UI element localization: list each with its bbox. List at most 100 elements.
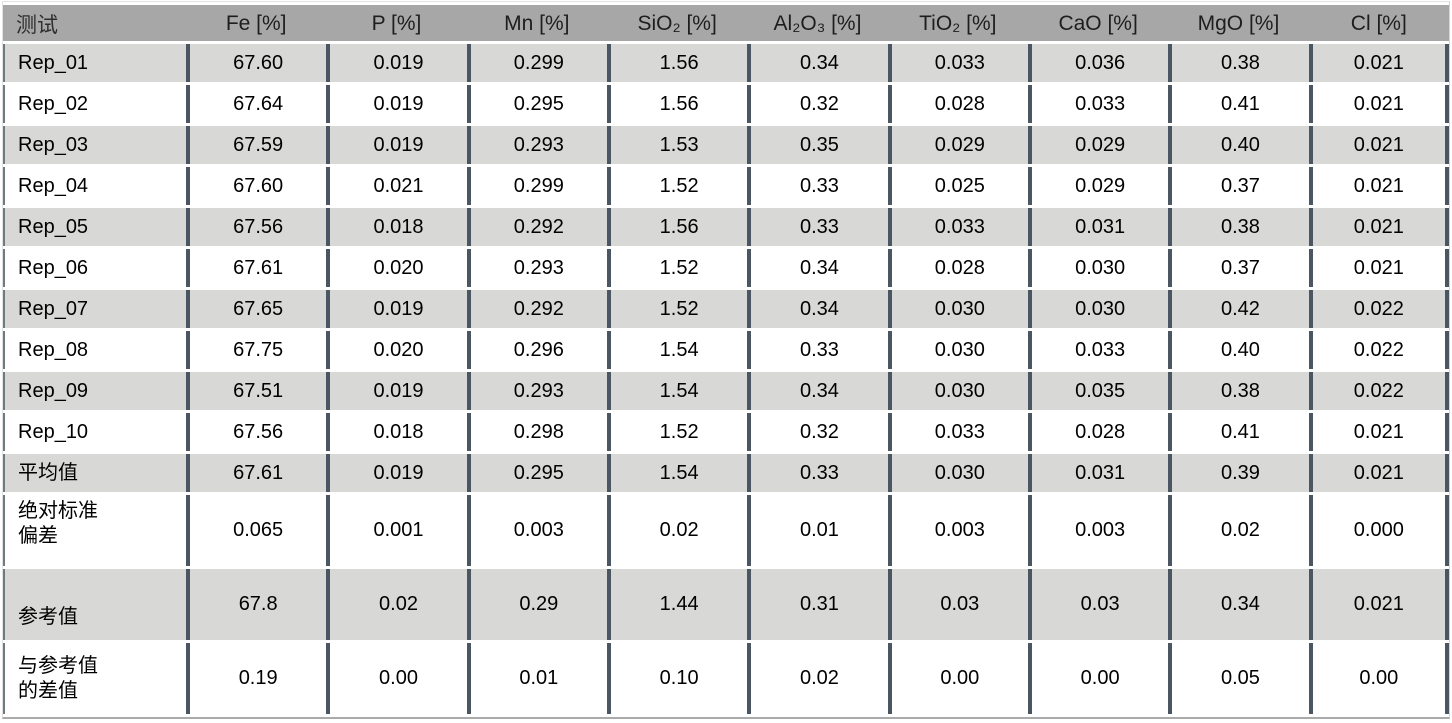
header-col-cl: Cl [%]: [1308, 5, 1449, 41]
value-cell: 0.40: [1168, 331, 1309, 369]
value-cell: 0.02: [606, 495, 748, 566]
header-col-sio2: SiO₂ [%]: [606, 5, 748, 41]
value-cell: 1.52: [606, 167, 748, 205]
value-cell: 0.01: [466, 643, 607, 714]
value-cell: 0.030: [887, 331, 1028, 369]
value-cell: 0.033: [1027, 85, 1169, 123]
value-cell: 0.019: [326, 454, 467, 492]
value-cell: 0.02: [747, 643, 888, 714]
table-row: 平均值 67.61 0.019 0.295 1.54 0.33 0.030 0.031 0.39…: [3, 454, 1449, 492]
value-cell: 0.021: [1308, 85, 1449, 123]
row-label: Rep_06: [3, 249, 186, 287]
value-cell: 0.00: [326, 643, 467, 714]
table-row: Rep_03 67.59 0.019 0.293 1.53 0.35 0.029 0.029 0…: [3, 126, 1449, 164]
header-col-al2o3: Al₂O₃ [%]: [747, 5, 888, 41]
value-cell: 0.018: [326, 413, 467, 451]
value-cell: 0.34: [747, 44, 888, 82]
value-cell: 0.293: [466, 249, 607, 287]
row-label: Rep_01: [3, 44, 186, 82]
table-row: Rep_08 67.75 0.020 0.296 1.54 0.33 0.030 0.033 0…: [3, 331, 1449, 369]
header-test-label: 测试: [3, 5, 186, 41]
value-cell: 0.029: [887, 126, 1028, 164]
value-cell: 0.32: [747, 85, 888, 123]
value-cell: 0.001: [326, 495, 467, 566]
value-cell: 0.028: [887, 249, 1028, 287]
value-cell: 67.60: [186, 44, 327, 82]
value-cell: 0.031: [1027, 454, 1169, 492]
value-cell: 0.292: [466, 208, 607, 246]
header-col-p: P [%]: [326, 5, 467, 41]
header-col-mgo: MgO [%]: [1168, 5, 1309, 41]
value-cell: 0.033: [1027, 331, 1169, 369]
value-cell: 0.035: [1027, 372, 1169, 410]
value-cell: 0.33: [747, 208, 888, 246]
value-cell: 0.030: [1027, 249, 1169, 287]
value-cell: 0.38: [1168, 44, 1309, 82]
value-cell: 0.018: [326, 208, 467, 246]
row-label: Rep_04: [3, 167, 186, 205]
value-cell: 0.42: [1168, 290, 1309, 328]
value-cell: 0.37: [1168, 167, 1309, 205]
value-cell: 0.38: [1168, 208, 1309, 246]
value-cell: 1.56: [606, 44, 748, 82]
value-cell: 0.34: [747, 372, 888, 410]
value-cell: 0.022: [1308, 331, 1449, 369]
value-cell: 0.298: [466, 413, 607, 451]
value-cell: 0.021: [1308, 167, 1449, 205]
value-cell: 0.34: [1168, 569, 1309, 640]
value-cell: 0.030: [887, 454, 1028, 492]
table-row: Rep_01 67.60 0.019 0.299 1.56 0.34 0.033 0.036 0…: [3, 44, 1449, 82]
value-cell: 67.56: [186, 413, 327, 451]
value-cell: 0.35: [747, 126, 888, 164]
value-cell: 67.51: [186, 372, 327, 410]
row-label: 与参考值 的差值: [3, 643, 186, 714]
value-cell: 0.021: [1308, 569, 1449, 640]
value-cell: 0.01: [747, 495, 888, 566]
value-cell: 0.38: [1168, 372, 1309, 410]
value-cell: 0.019: [326, 290, 467, 328]
value-cell: 0.34: [747, 290, 888, 328]
row-label: Rep_10: [3, 413, 186, 451]
value-cell: 0.32: [747, 413, 888, 451]
value-cell: 0.021: [1308, 413, 1449, 451]
value-cell: 0.295: [466, 454, 607, 492]
value-cell: 0.020: [326, 331, 467, 369]
value-cell: 0.00: [1027, 643, 1169, 714]
row-label: 绝对标准 偏差: [3, 495, 186, 566]
value-cell: 0.033: [887, 208, 1028, 246]
value-cell: 0.031: [1027, 208, 1169, 246]
value-cell: 67.75: [186, 331, 327, 369]
value-cell: 0.299: [466, 167, 607, 205]
value-cell: 0.34: [747, 249, 888, 287]
value-cell: 1.54: [606, 331, 748, 369]
header-row: 测试 Fe [%] P [%] Mn [%] SiO₂ [%] Al₂O₃ [%…: [3, 5, 1449, 41]
header-col-fe: Fe [%]: [186, 5, 327, 41]
value-cell: 0.028: [1027, 413, 1169, 451]
table-row: Rep_10 67.56 0.018 0.298 1.52 0.32 0.033 0.028 0…: [3, 413, 1449, 451]
value-cell: 0.39: [1168, 454, 1309, 492]
row-label: Rep_09: [3, 372, 186, 410]
value-cell: 1.54: [606, 454, 748, 492]
value-cell: 67.65: [186, 290, 327, 328]
value-cell: 0.299: [466, 44, 607, 82]
value-cell: 0.33: [747, 454, 888, 492]
value-cell: 1.56: [606, 208, 748, 246]
value-cell: 0.021: [326, 167, 467, 205]
value-cell: 0.41: [1168, 85, 1309, 123]
table-row: Rep_09 67.51 0.019 0.293 1.54 0.34 0.030 0.035 0…: [3, 372, 1449, 410]
value-cell: 0.030: [887, 290, 1028, 328]
value-cell: 0.003: [887, 495, 1028, 566]
row-label: 参考值: [3, 569, 186, 640]
header-col-mn: Mn [%]: [466, 5, 607, 41]
value-cell: 67.56: [186, 208, 327, 246]
value-cell: 0.030: [887, 372, 1028, 410]
value-cell: 0.02: [1168, 495, 1309, 566]
value-cell: 0.37: [1168, 249, 1309, 287]
value-cell: 1.52: [606, 249, 748, 287]
row-label: 平均值: [3, 454, 186, 492]
value-cell: 0.019: [326, 44, 467, 82]
value-cell: 0.028: [887, 85, 1028, 123]
value-cell: 0.020: [326, 249, 467, 287]
value-cell: 0.40: [1168, 126, 1309, 164]
